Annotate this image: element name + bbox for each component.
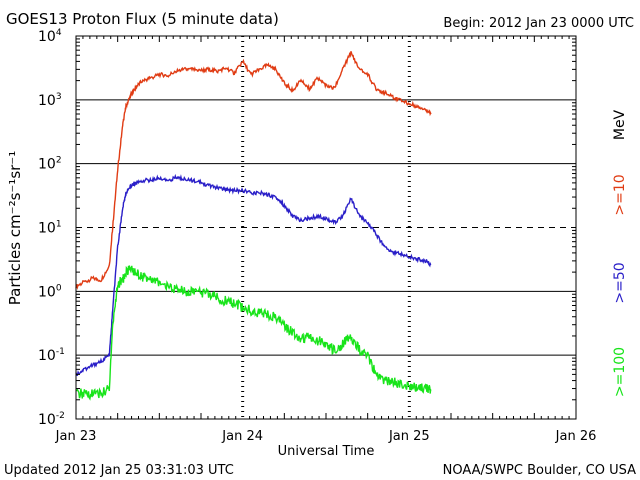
grid-lines	[76, 36, 576, 419]
legend-ge10: >=10	[612, 174, 628, 215]
legend-ge100: >=100	[612, 347, 628, 397]
y-tick-label-3: 101	[38, 220, 62, 237]
x-tick-labels: Jan 23 Jan 24 Jan 25 Jan 26	[55, 429, 597, 444]
axis-ticks	[76, 36, 576, 419]
series-line-1	[75, 173, 432, 376]
legend-ge50-label: >=50	[612, 262, 628, 303]
begin-label: Begin: 2012 Jan 23 0000 UTC	[443, 16, 634, 31]
y-tick-labels: 10-2 10-1 100 101 102 103 104	[38, 28, 65, 428]
y-tick-label-2: 100	[38, 283, 62, 300]
y-tick-label-6: 104	[38, 28, 62, 45]
legend-mev: MeV	[612, 109, 628, 140]
x-tick-label-3: Jan 26	[555, 429, 597, 444]
legend-ge10-label: >=10	[612, 174, 628, 215]
x-tick-label-2: Jan 25	[388, 429, 430, 444]
series-line-2	[75, 265, 432, 401]
series-layer	[75, 51, 432, 401]
chart-title: GOES13 Proton Flux (5 minute data)	[6, 10, 279, 28]
y-tick-label-1: 10-1	[38, 347, 65, 364]
series-line-0	[75, 51, 432, 290]
y-tick-label-0: 10-2	[38, 411, 65, 428]
legend-ge100-label: >=100	[612, 347, 628, 397]
y-tick-label-4: 102	[38, 156, 62, 173]
x-tick-label-1: Jan 24	[221, 429, 263, 444]
legend-mev-label: MeV	[612, 109, 628, 140]
x-tick-label-0: Jan 23	[55, 429, 97, 444]
x-axis-label: Universal Time	[278, 444, 375, 459]
footer-credit: NOAA/SWPC Boulder, CO USA	[443, 463, 636, 478]
footer-updated: Updated 2012 Jan 25 03:31:03 UTC	[4, 463, 234, 478]
y-tick-label-5: 103	[38, 92, 62, 109]
y-axis-label: Particles cm⁻²s⁻¹sr⁻¹	[6, 151, 24, 305]
legend-ge50: >=50	[612, 262, 628, 303]
